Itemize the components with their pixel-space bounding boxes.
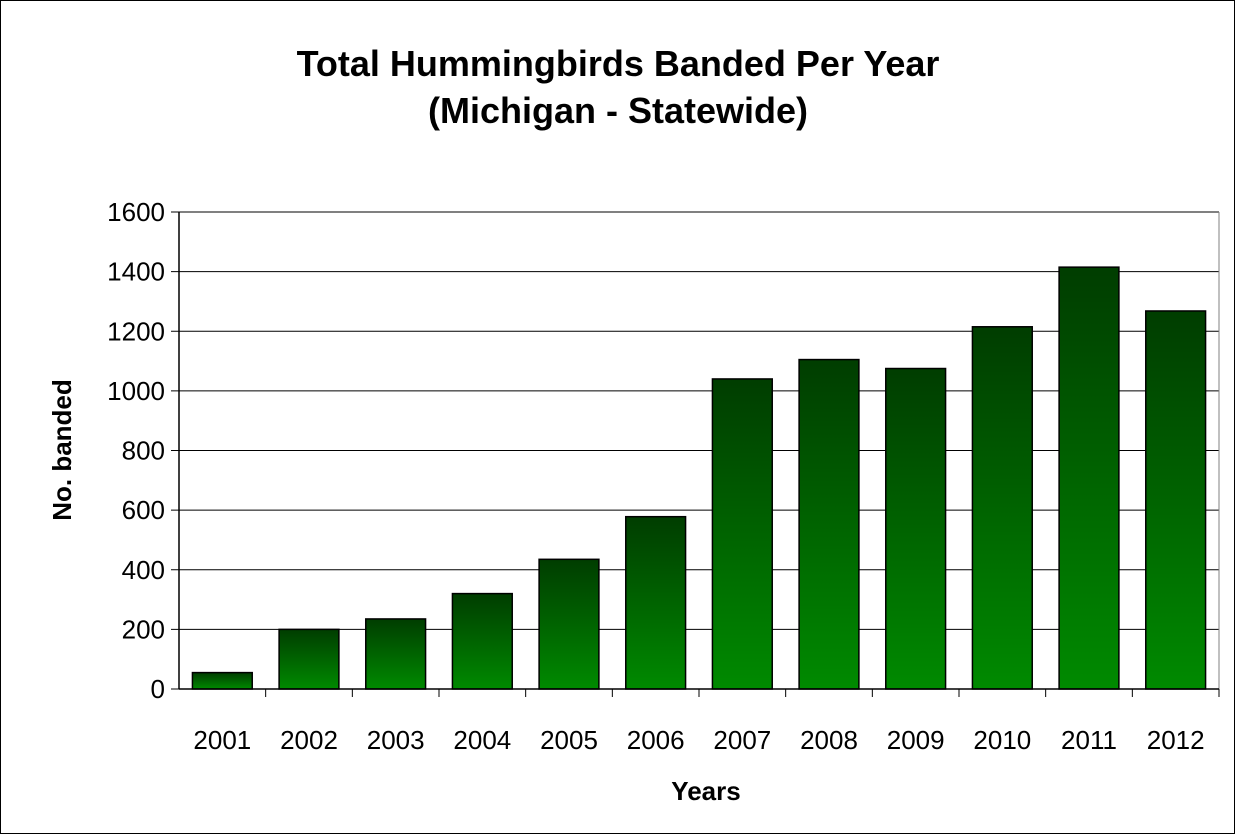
x-tick-label-2005: 2005 bbox=[540, 725, 598, 755]
y-tick-label: 400 bbox=[122, 555, 165, 585]
y-tick-label: 1200 bbox=[107, 316, 165, 346]
y-tick-labels: 0 200 400 600 800 1000 1200 1400 1600 bbox=[107, 197, 165, 704]
x-tick-label-2007: 2007 bbox=[713, 725, 771, 755]
bar-2002 bbox=[278, 628, 340, 690]
bar-2005 bbox=[538, 558, 600, 690]
x-tick-label-2009: 2009 bbox=[887, 725, 945, 755]
y-axis-title: No. banded bbox=[47, 379, 77, 521]
y-tick-label: 200 bbox=[122, 614, 165, 644]
x-tick-label-2001: 2001 bbox=[193, 725, 251, 755]
x-tick-label-2010: 2010 bbox=[973, 725, 1031, 755]
x-tick-label-2002: 2002 bbox=[280, 725, 338, 755]
y-tick-label: 1400 bbox=[107, 257, 165, 287]
bar-2006 bbox=[625, 515, 687, 690]
bar-2004 bbox=[451, 592, 513, 690]
bar-2009 bbox=[885, 367, 947, 690]
bar-2007 bbox=[711, 378, 773, 690]
y-tick-label: 800 bbox=[122, 436, 165, 466]
x-tick-labels: 2001 2002 2003 2004 2005 2006 2007 2008 2009 2010… bbox=[193, 725, 1204, 755]
x-tick-label-2004: 2004 bbox=[453, 725, 511, 755]
x-tick-label-2008: 2008 bbox=[800, 725, 858, 755]
bar-2008 bbox=[798, 358, 860, 690]
bars bbox=[191, 266, 1207, 690]
bar-2011 bbox=[1058, 266, 1120, 690]
y-tick-label: 0 bbox=[151, 674, 165, 704]
y-tick-label: 1600 bbox=[107, 197, 165, 227]
y-tick-label: 1000 bbox=[107, 376, 165, 406]
x-tick-label-2003: 2003 bbox=[367, 725, 425, 755]
chart-title-line-1: Total Hummingbirds Banded Per Year bbox=[297, 43, 940, 84]
x-tick-label-2011: 2011 bbox=[1061, 725, 1117, 755]
x-tick-label-2006: 2006 bbox=[627, 725, 685, 755]
y-tick-label: 600 bbox=[122, 495, 165, 525]
chart-title-line-2: (Michigan - Statewide) bbox=[428, 90, 808, 131]
x-axis-title: Years bbox=[671, 776, 740, 806]
axes bbox=[171, 211, 1220, 697]
bar-2001 bbox=[191, 671, 253, 690]
bar-2010 bbox=[971, 326, 1033, 690]
x-tick-label-2012: 2012 bbox=[1147, 725, 1205, 755]
bar-2003 bbox=[365, 618, 427, 690]
gridlines bbox=[179, 211, 1219, 630]
bar-2012 bbox=[1145, 310, 1207, 690]
